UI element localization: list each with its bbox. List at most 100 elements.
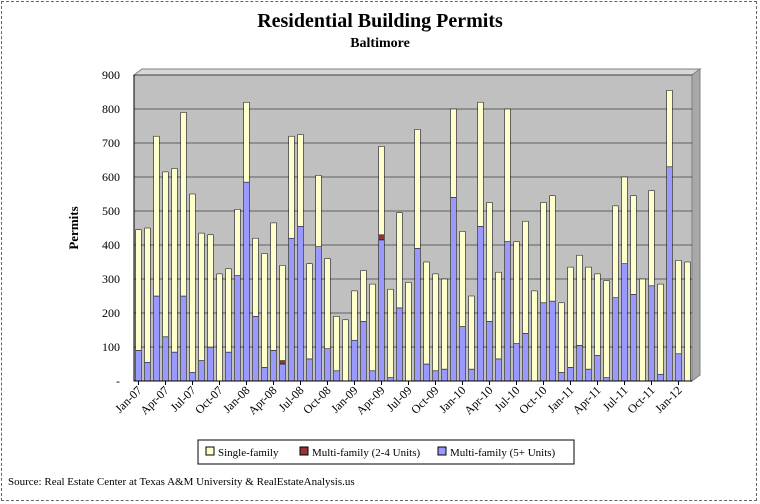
bar-multi-family-5-plus <box>378 239 385 382</box>
chart-subtitle: Baltimore <box>350 36 410 51</box>
bar-single-family <box>297 134 304 227</box>
bar-multi-family-5-plus <box>486 321 493 382</box>
x-tick-label: Oct-07 <box>192 383 225 416</box>
bar-single-family <box>216 273 223 382</box>
bar-single-family <box>414 129 421 249</box>
y-tick-label: 700 <box>102 136 120 150</box>
bar-multi-family-5-plus <box>225 351 232 382</box>
bar-multi-family-5-plus <box>207 346 214 382</box>
bar-single-family <box>360 270 367 322</box>
bar-single-family <box>279 265 286 361</box>
x-tick-label: Apr-10 <box>461 383 495 417</box>
bar-single-family <box>567 266 574 368</box>
bar-multi-family-5-plus <box>180 295 187 382</box>
bar-multi-family-5-plus <box>657 373 664 382</box>
bar-single-family <box>531 290 538 382</box>
bar-multi-family-5-plus <box>513 343 520 382</box>
x-tick-label: Oct-10 <box>516 383 549 416</box>
y-tick-label: 600 <box>102 170 120 184</box>
bar-single-family <box>162 171 169 338</box>
bar-single-family <box>423 261 430 365</box>
bar-multi-family-5-plus <box>504 241 511 382</box>
bar-single-family <box>558 302 565 373</box>
bar-single-family <box>612 205 619 298</box>
y-tick-label: 100 <box>102 340 120 354</box>
legend-swatch-single-family <box>205 446 215 456</box>
bar-multi-family-5-plus <box>369 370 376 382</box>
bar-single-family <box>378 146 385 236</box>
bar-multi-family-5-plus <box>675 353 682 382</box>
bar-multi-family-5-plus <box>648 285 655 382</box>
bar-multi-family-5-plus <box>162 336 169 382</box>
bar-multi-family-2-4 <box>378 234 385 241</box>
bar-multi-family-5-plus <box>360 321 367 382</box>
bar-single-family <box>135 229 142 351</box>
legend-swatch-multi-5-plus <box>437 446 447 456</box>
y-tick-label: 800 <box>102 102 120 116</box>
bar-single-family <box>369 283 376 372</box>
bar-multi-family-5-plus <box>243 181 250 382</box>
bar-single-family <box>144 227 151 363</box>
bar-single-family <box>405 282 412 382</box>
bar-single-family <box>648 190 655 287</box>
bar-single-family <box>189 193 196 373</box>
y-tick-label: - <box>116 374 120 388</box>
bar-single-family <box>585 266 592 370</box>
y-tick-labels: - 100 200 300 400 500 600 700 800 900 <box>102 68 120 388</box>
bar-multi-family-5-plus <box>585 368 592 382</box>
bar-single-family <box>261 253 268 368</box>
bar-single-family <box>540 202 547 304</box>
bar-single-family <box>315 175 322 247</box>
bar-single-family <box>549 195 556 302</box>
bar-single-family <box>243 101 250 183</box>
bar-multi-family-5-plus <box>189 372 196 382</box>
bar-single-family <box>153 135 160 297</box>
bar-multi-family-5-plus <box>621 263 628 382</box>
bar-single-family <box>594 273 601 356</box>
bar-single-family <box>387 288 394 378</box>
bar-single-family <box>576 254 583 346</box>
bar-multi-family-5-plus <box>351 339 358 382</box>
x-tick-labels: Jan-07Apr-07Jul-07Oct-07Jan-08Apr-08Jul-… <box>112 381 685 417</box>
bar-multi-family-5-plus <box>333 370 340 382</box>
bar-multi-family-5-plus <box>549 300 556 382</box>
bar-single-family <box>396 212 403 309</box>
bar-multi-family-5-plus <box>198 360 205 382</box>
bar-multi-family-5-plus <box>387 377 394 382</box>
bar-single-family <box>450 108 457 198</box>
bar-multi-family-5-plus <box>171 351 178 382</box>
bar-single-family <box>630 195 637 295</box>
bar-single-family <box>306 263 313 360</box>
bar-single-family <box>180 112 187 297</box>
bar-multi-family-5-plus <box>558 372 565 382</box>
bar-single-family <box>477 101 484 227</box>
y-tick-label: 200 <box>102 306 120 320</box>
legend: Single-family Multi-family (2-4 Units) M… <box>197 439 575 465</box>
bar-single-family <box>324 258 331 349</box>
chart-title: Residential Building Permits <box>257 10 503 32</box>
x-tick-label: Jan-12 <box>652 383 685 416</box>
bar-multi-family-5-plus <box>252 316 259 382</box>
bar-multi-family-5-plus <box>423 363 430 382</box>
x-tick-label: Apr-09 <box>353 383 387 417</box>
bar-multi-family-5-plus <box>495 358 502 382</box>
x-tick-label: Oct-08 <box>300 383 333 416</box>
bar-single-family <box>207 234 214 348</box>
bar-multi-family-5-plus <box>441 368 448 382</box>
x-tick-label: Apr-07 <box>137 383 171 417</box>
bar-single-family <box>441 278 448 370</box>
bar-multi-family-5-plus <box>279 363 286 382</box>
bar-single-family <box>225 268 232 353</box>
bar-multi-family-5-plus <box>135 350 142 382</box>
bar-multi-family-2-4 <box>279 360 286 365</box>
bar-multi-family-5-plus <box>459 326 466 382</box>
y-tick-label: 900 <box>102 68 120 82</box>
x-tick-label: Apr-08 <box>245 383 279 417</box>
bar-multi-family-5-plus <box>144 362 151 382</box>
bar-single-family <box>513 241 520 344</box>
bar-single-family <box>270 222 277 351</box>
bar-multi-family-5-plus <box>306 358 313 382</box>
bar-multi-family-5-plus <box>612 297 619 382</box>
bar-single-family <box>657 283 664 375</box>
bar-multi-family-5-plus <box>477 226 484 382</box>
